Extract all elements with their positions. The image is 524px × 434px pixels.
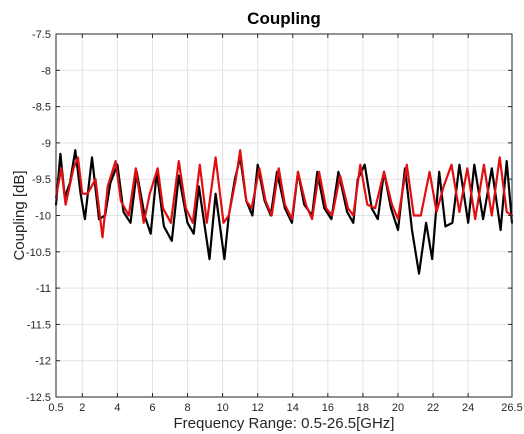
y-tick-label: -9.5 [32, 174, 51, 186]
x-tick-label: 6 [149, 402, 155, 414]
x-tick-label: 0.5 [48, 402, 63, 414]
y-axis-label: Coupling [dB] [11, 170, 28, 260]
y-tick-label: -10 [35, 211, 51, 223]
x-tick-label: 18 [357, 402, 369, 414]
y-tick-label: -8.5 [32, 102, 51, 114]
x-tick-label: 26.5 [501, 402, 522, 414]
x-tick-label: 14 [287, 402, 299, 414]
y-tick-label: -12 [35, 356, 51, 368]
y-tick-labels: -7.5 -8 -8.5 -9 -9.5 -10 -10.5 -11 -11.5 -12 -12.5 [26, 29, 51, 404]
chart-title: Coupling [247, 9, 321, 28]
x-tick-label: 12 [252, 402, 264, 414]
y-tick-label: -12.5 [26, 392, 51, 404]
tick-marks [55, 33, 513, 398]
series-lines [54, 149, 514, 275]
y-tick-label: -8 [41, 65, 51, 77]
x-tick-label: 2 [79, 402, 85, 414]
y-tick-label: -10.5 [26, 247, 51, 259]
x-tick-label: 20 [392, 402, 404, 414]
x-tick-labels: 0.5 2 4 6 8 10 12 14 16 18 20 22 24 26.5 [48, 402, 522, 414]
x-tick-label: 22 [427, 402, 439, 414]
series-line-2 [54, 149, 514, 239]
y-tick-label: -7.5 [32, 29, 51, 41]
x-tick-label: 24 [462, 402, 474, 414]
x-tick-label: 16 [322, 402, 334, 414]
y-tick-label: -11.5 [27, 319, 51, 331]
x-axis-label: Frequency Range: 0.5-26.5[GHz] [174, 415, 395, 432]
y-tick-label: -11 [36, 283, 51, 295]
y-tick-label: -9 [41, 138, 51, 150]
x-tick-label: 10 [216, 402, 228, 414]
x-tick-label: 8 [184, 402, 190, 414]
x-tick-label: 4 [114, 402, 120, 414]
